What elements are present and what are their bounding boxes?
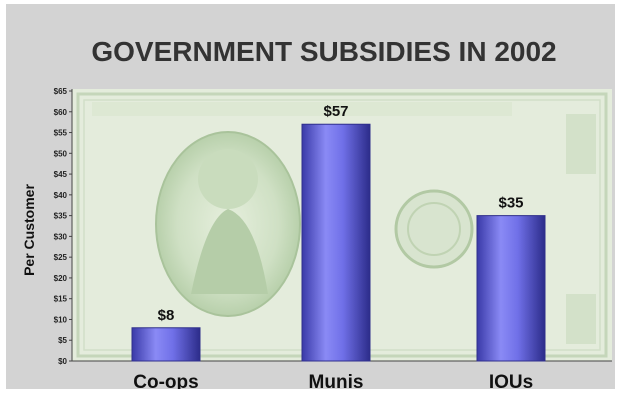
data-label: $57 — [323, 103, 348, 120]
y-tick-label: $45 — [54, 170, 68, 179]
y-tick-label: $55 — [54, 129, 68, 138]
y-tick-label: $10 — [54, 315, 68, 324]
y-tick-label: $40 — [54, 191, 68, 200]
y-tick-label: $65 — [54, 87, 68, 96]
y-tick-label: $25 — [54, 253, 68, 262]
y-axis-label: Per Customer — [21, 184, 37, 276]
y-tick-label: $30 — [54, 232, 68, 241]
y-tick-label: $5 — [58, 336, 67, 345]
chart-title: GOVERNMENT SUBSIDIES IN 2002 — [91, 36, 556, 67]
bar-chart: GOVERNMENT SUBSIDIES IN 2002 Per Custome… — [21, 36, 612, 389]
data-label: $8 — [158, 307, 175, 324]
y-tick-label: $0 — [58, 357, 67, 366]
y-tick-label: $50 — [54, 149, 68, 158]
y-tick-label: $15 — [54, 295, 68, 304]
bar-munis — [301, 123, 371, 362]
y-tick-label: $60 — [54, 108, 68, 117]
category-label: IOUs — [489, 372, 533, 389]
y-tick-label: $20 — [54, 274, 68, 283]
chart-frame: GOVERNMENT SUBSIDIES IN 2002 Per Custome… — [6, 4, 615, 389]
bar-co-ops — [131, 327, 201, 362]
data-label: $35 — [498, 195, 523, 212]
bar-ious — [476, 215, 546, 362]
y-tick-label: $35 — [54, 212, 68, 221]
category-label: Co-ops — [133, 372, 198, 389]
category-label: Munis — [309, 372, 364, 389]
